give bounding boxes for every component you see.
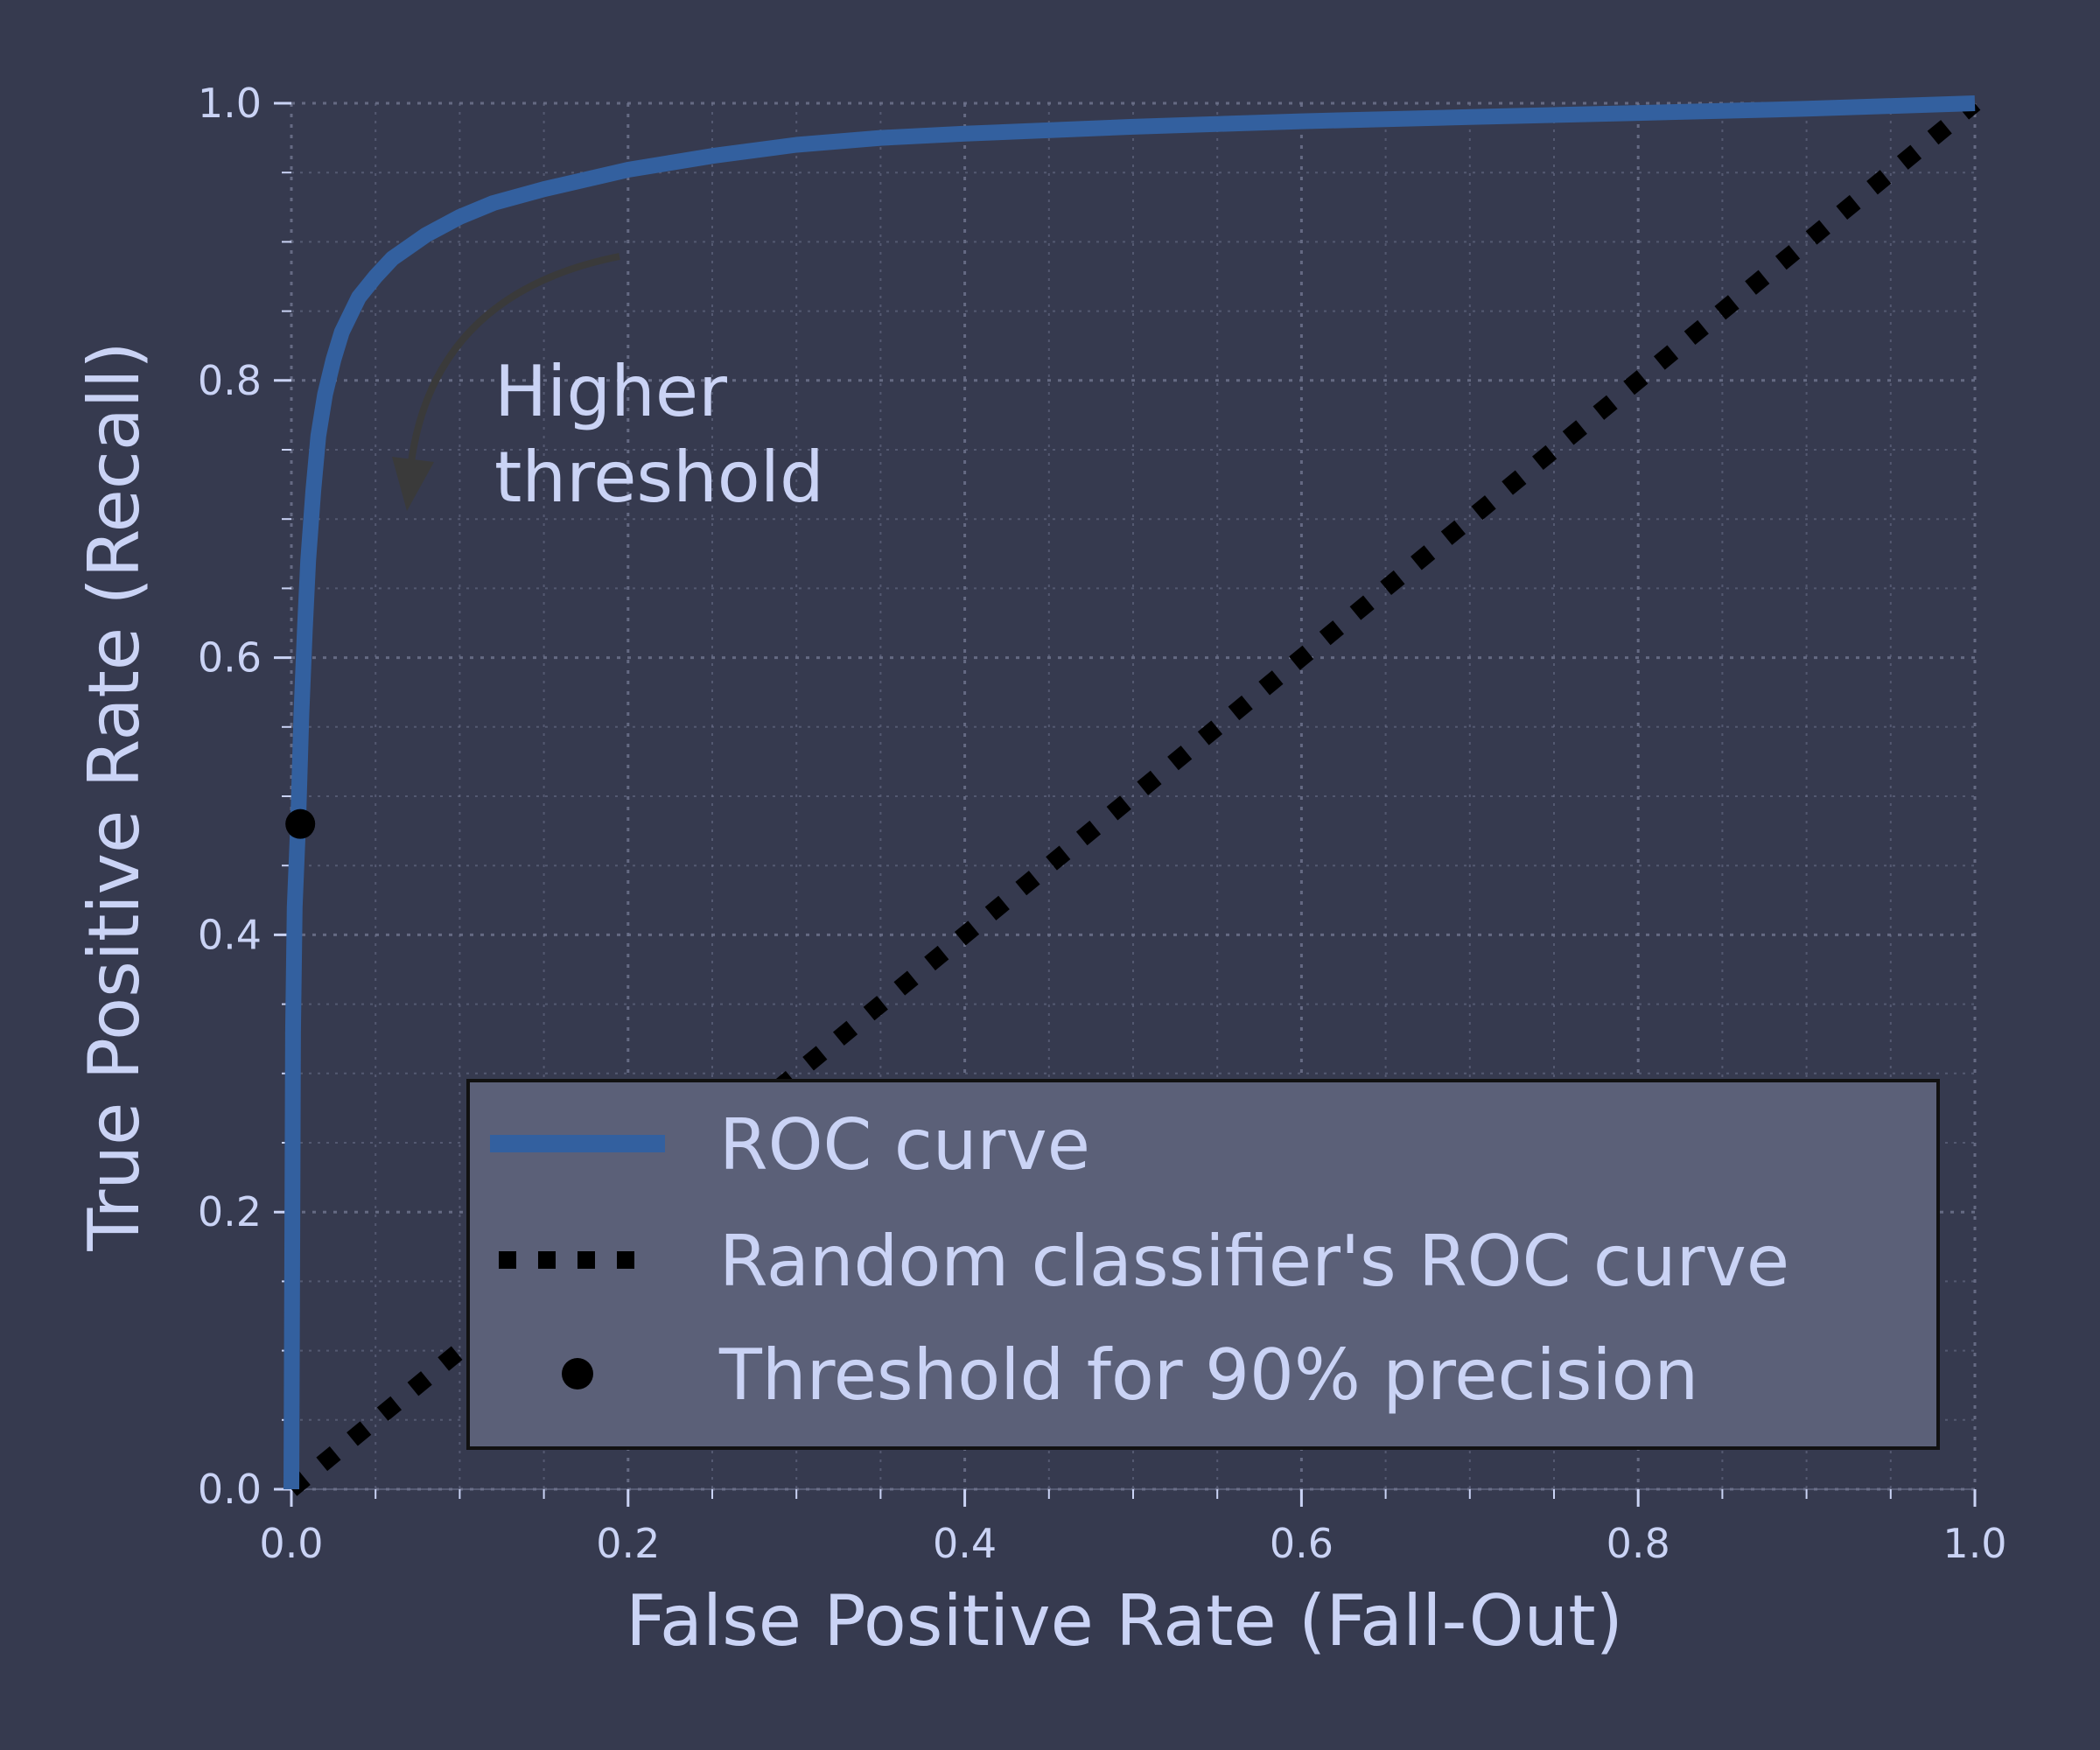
x-tick-label: 0.8 — [1606, 1520, 1670, 1567]
threshold-point — [285, 808, 316, 839]
x-tick-label: 0.6 — [1270, 1520, 1334, 1567]
x-tick-label: 0.2 — [596, 1520, 660, 1567]
y-axis-label: True Positive Rate (Recall) — [74, 341, 155, 1251]
legend-label-random: Random classifier's ROC curve — [719, 1221, 1789, 1302]
y-tick-label: 0.6 — [198, 634, 262, 682]
y-tick-label: 1.0 — [198, 80, 262, 127]
legend-box — [466, 1079, 1940, 1450]
annotation-arrow-head — [392, 457, 434, 511]
y-tick-label: 0.4 — [198, 911, 262, 958]
legend-swatch-threshold — [562, 1358, 593, 1390]
legend: ROC curve Random classifier's ROC curve … — [466, 1079, 1940, 1450]
x-ticks: 0.0 0.2 0.4 0.6 0.8 1.0 — [259, 1489, 2007, 1567]
roc-curve-line — [284, 95, 1976, 1490]
x-tick-label: 1.0 — [1942, 1520, 2006, 1567]
y-tick-label: 0.0 — [198, 1466, 262, 1513]
legend-label-roc: ROC curve — [719, 1104, 1090, 1186]
y-ticks: 0.0 0.2 0.4 0.6 0.8 1.0 — [198, 80, 291, 1513]
annotation-line-1: Higher — [494, 351, 727, 432]
annotation: Higher threshold — [392, 253, 824, 518]
annotation-arrow-line — [408, 253, 620, 463]
x-axis-label: False Positive Rate (Fall-Out) — [626, 1580, 1623, 1662]
y-tick-label: 0.2 — [198, 1188, 262, 1236]
x-tick-label: 0.4 — [933, 1520, 997, 1567]
y-tick-label: 0.8 — [198, 357, 262, 404]
legend-label-threshold: Threshold for 90% precision — [718, 1334, 1698, 1416]
annotation-line-2: threshold — [494, 437, 824, 518]
x-tick-label: 0.0 — [259, 1520, 323, 1567]
